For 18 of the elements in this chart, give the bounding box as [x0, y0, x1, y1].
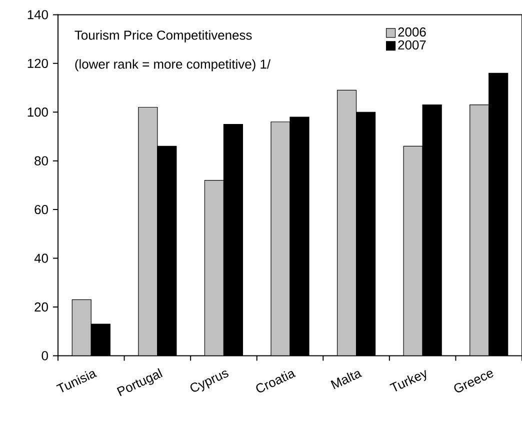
x-tick-label: Tunisia [56, 371, 98, 392]
text: (lower rank = more competitive) 1/ [75, 59, 271, 72]
x-tick-label: Malta [330, 371, 362, 390]
y-tick-label: 20 [34, 302, 48, 312]
x-tick-label: Turkey [390, 370, 426, 392]
x-tick-label: Cyprus [190, 370, 228, 392]
x-tick-label: Croatia [256, 371, 296, 392]
y-tick-label: 120 [28, 58, 48, 68]
legend-label: 2007 [398, 40, 426, 50]
y-tick-label: 100 [28, 108, 48, 117]
text: Tourism Price Competitiveness [74, 30, 252, 42]
y-tick-label: 80 [34, 156, 48, 166]
y-tick-label: 0 [42, 351, 48, 360]
x-tick-label: Greece [454, 370, 494, 392]
legend-label: 2006 [398, 27, 426, 37]
y-tick-label: 60 [34, 204, 48, 214]
y-tick-label: 140 [28, 10, 48, 20]
y-tick-label: 40 [34, 254, 48, 263]
